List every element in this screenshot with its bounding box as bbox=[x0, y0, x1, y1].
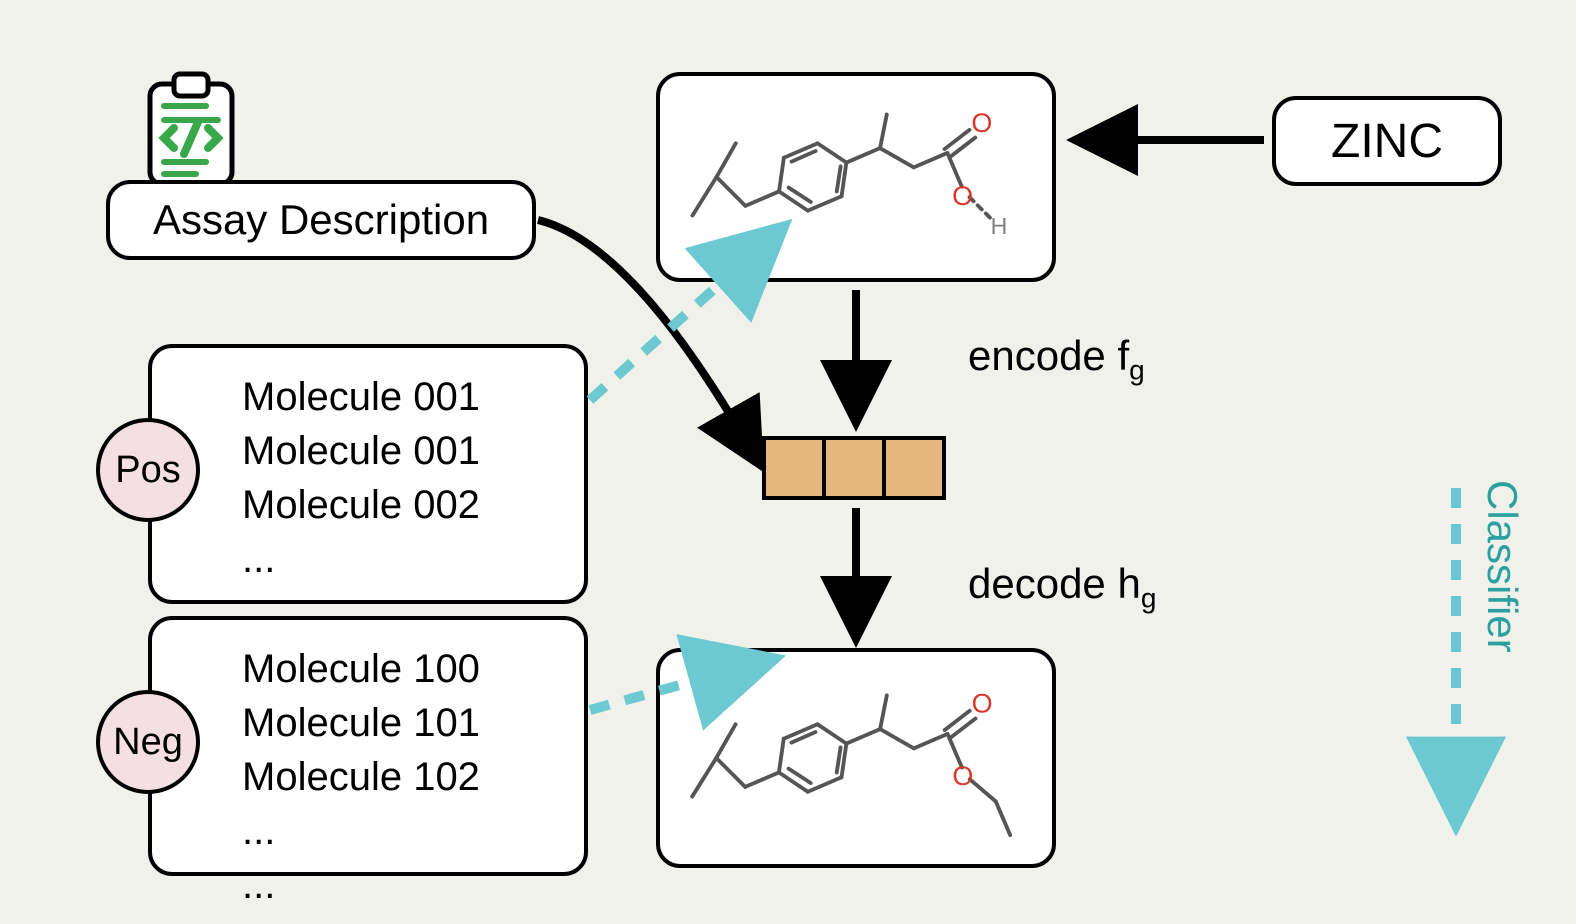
molecule-bottom-svg: O O bbox=[660, 652, 1052, 864]
diagram-canvas: Assay Description ZINC bbox=[0, 0, 1576, 924]
zinc-label: ZINC bbox=[1331, 114, 1443, 169]
pos-tag-label: Pos bbox=[115, 449, 180, 492]
list-item: ... bbox=[242, 804, 584, 858]
svg-text:O: O bbox=[952, 181, 973, 211]
neg-tag: Neg bbox=[96, 690, 200, 794]
embedding-cell bbox=[822, 436, 886, 500]
svg-text:H: H bbox=[991, 213, 1008, 239]
list-item: Molecule 102 bbox=[242, 750, 584, 804]
assay-description-label: Assay Description bbox=[153, 196, 489, 244]
molecule-box-bottom: O O bbox=[656, 648, 1056, 868]
decode-label: decode hg bbox=[968, 560, 1156, 614]
neg-list: Molecule 100 Molecule 101 Molecule 102 .… bbox=[152, 620, 584, 912]
embedding-vector bbox=[762, 436, 946, 500]
neg-list-box: Molecule 100 Molecule 101 Molecule 102 .… bbox=[148, 616, 588, 876]
list-item: Molecule 101 bbox=[242, 696, 584, 750]
embedding-cell bbox=[882, 436, 946, 500]
svg-text:O: O bbox=[971, 108, 992, 138]
list-item: Molecule 001 bbox=[242, 370, 584, 424]
clipboard-icon bbox=[136, 70, 246, 195]
zinc-box: ZINC bbox=[1272, 96, 1502, 186]
list-item: ... bbox=[242, 532, 584, 586]
svg-text:O: O bbox=[972, 689, 993, 719]
molecule-top-svg: O O H bbox=[660, 76, 1052, 278]
list-item: ... bbox=[242, 858, 584, 912]
list-item: Molecule 001 bbox=[242, 424, 584, 478]
pos-tag: Pos bbox=[96, 418, 200, 522]
neg-tag-label: Neg bbox=[113, 721, 183, 764]
list-item: Molecule 002 bbox=[242, 478, 584, 532]
assay-description-box: Assay Description bbox=[106, 180, 536, 260]
list-item: Molecule 100 bbox=[242, 642, 584, 696]
classifier-label: Classifier bbox=[1478, 480, 1526, 653]
pos-list-box: Molecule 001 Molecule 001 Molecule 002 .… bbox=[148, 344, 588, 604]
pos-list: Molecule 001 Molecule 001 Molecule 002 .… bbox=[152, 348, 584, 640]
svg-text:O: O bbox=[952, 761, 973, 791]
encode-label: encode fg bbox=[968, 332, 1145, 386]
embedding-cell bbox=[762, 436, 826, 500]
molecule-box-top: O O H bbox=[656, 72, 1056, 282]
